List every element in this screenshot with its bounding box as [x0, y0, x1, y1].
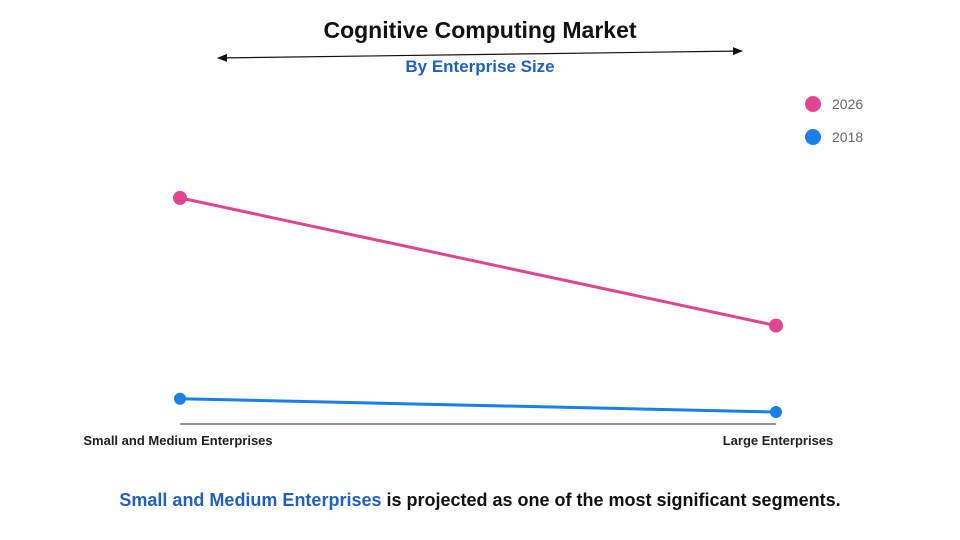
series-2026 — [173, 190, 783, 333]
x-tick-labels: Small and Medium Enterprises Large Enterp… — [83, 433, 833, 448]
series-2018 — [174, 392, 782, 419]
legend-item-2026: 2026 — [805, 96, 863, 112]
legend: 2026 2018 — [805, 96, 863, 145]
x-tick-label-0: Small and Medium Enterprises — [83, 433, 272, 448]
double-arrow-icon — [217, 47, 743, 62]
legend-item-2018: 2018 — [805, 129, 863, 145]
series-line-2018 — [179, 397, 777, 414]
x-tick-label-1: Large Enterprises — [723, 433, 834, 448]
footer-note: Small and Medium Enterprises is projecte… — [0, 490, 960, 511]
series-line-2026 — [179, 196, 777, 328]
data-point-2026-1 — [769, 318, 783, 333]
legend-label-2026: 2026 — [832, 96, 863, 112]
footer-highlight: Small and Medium Enterprises — [119, 490, 382, 510]
footer-text: is projected as one of the most signific… — [381, 490, 841, 510]
legend-swatch-2018 — [805, 129, 821, 145]
legend-swatch-2026 — [805, 96, 821, 112]
chart-title: Cognitive Computing Market — [323, 17, 636, 43]
legend-label-2018: 2018 — [832, 129, 863, 145]
data-point-2026-0 — [173, 190, 187, 205]
data-point-2018-0 — [174, 392, 186, 405]
chart-subtitle: By Enterprise Size — [405, 57, 554, 76]
data-point-2018-1 — [770, 406, 782, 419]
series-layer — [173, 190, 783, 419]
